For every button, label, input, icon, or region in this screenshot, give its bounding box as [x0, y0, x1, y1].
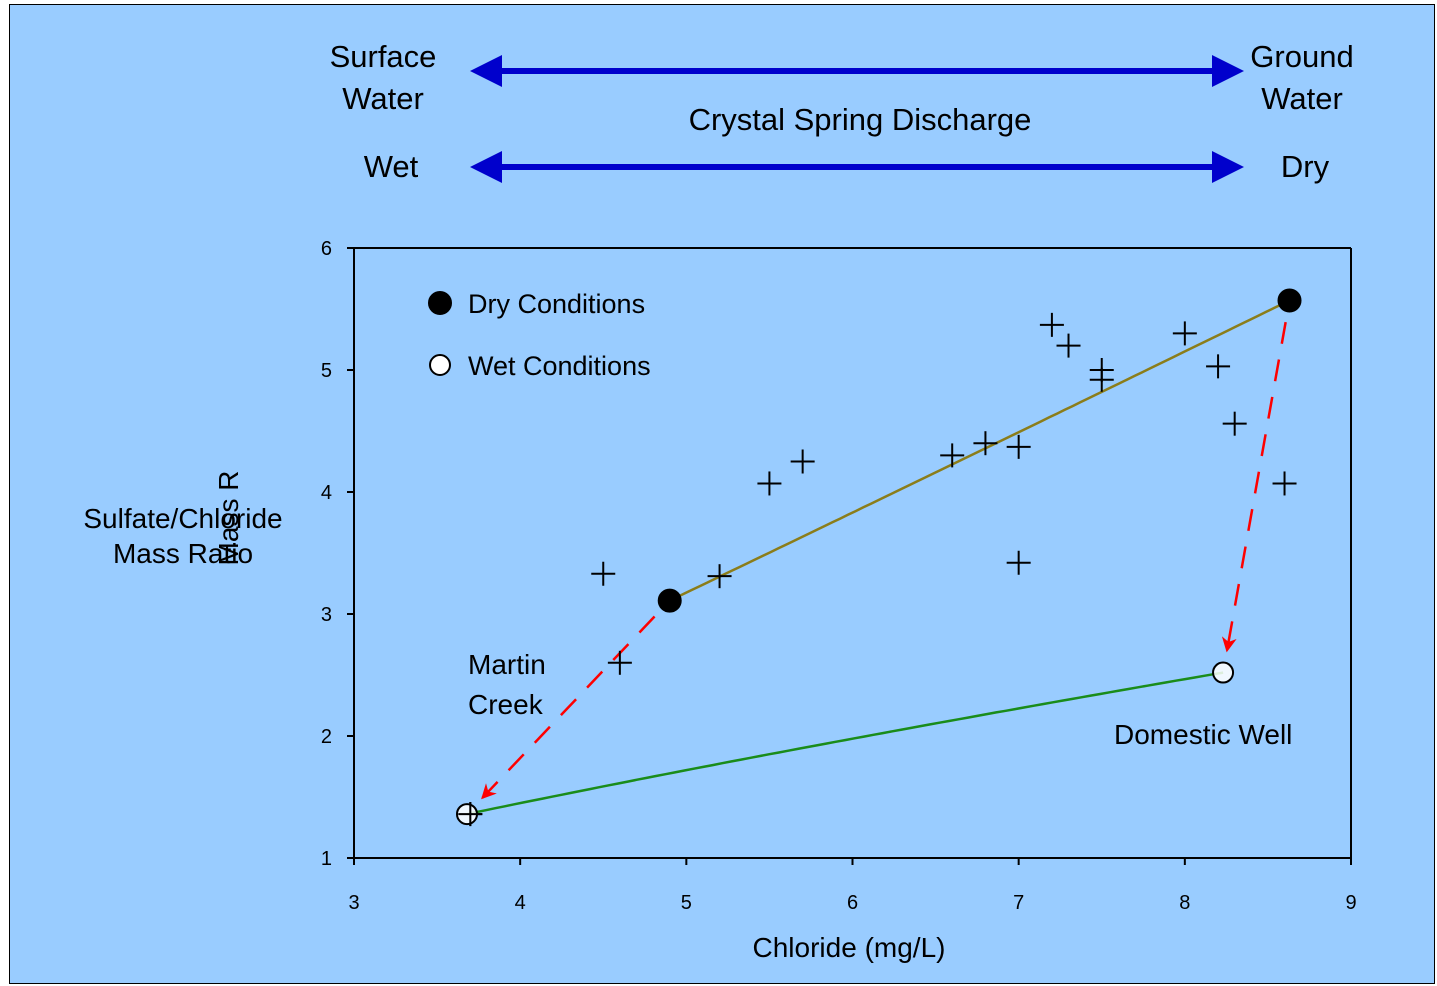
x-tick-label: 6: [847, 892, 858, 914]
domestic-well-dashed-arrow: [1221, 321, 1287, 653]
plus-marker: [591, 561, 616, 586]
surface-water-label-line2: Water: [342, 81, 424, 116]
plus-marker: [707, 564, 732, 589]
plus-marker: [1272, 471, 1297, 496]
y-tick-label: 3: [321, 604, 332, 626]
martin-creek-dashed-arrow: [481, 615, 656, 800]
x-tick-label: 3: [348, 892, 359, 914]
plus-marker: [790, 449, 815, 474]
y-axis-title-rotated-overlap: Mass R: [213, 471, 244, 566]
plus-marker: [1056, 333, 1081, 358]
wet-condition-point: [1212, 661, 1235, 684]
plus-marker: [607, 650, 632, 675]
plus-marker: [1039, 312, 1064, 337]
y-tick-label: 5: [321, 360, 332, 382]
plus-marker: [1222, 411, 1247, 436]
surface-water-label-line1: Surface: [330, 39, 437, 74]
x-tick-label: 8: [1179, 892, 1190, 914]
x-tick-label: 4: [515, 892, 526, 914]
chart-svg: Surface Water Ground Water Crystal Sprin…: [83, 39, 1357, 963]
plus-marker: [1006, 550, 1031, 575]
y-axis-title-line1: Sulfate/Chloride: [83, 503, 282, 534]
legend-dry-marker: [428, 291, 452, 315]
ground-water-label-line2: Water: [1261, 81, 1343, 116]
chart-frame: Surface Water Ground Water Crystal Sprin…: [9, 4, 1435, 984]
plus-marker: [973, 431, 998, 456]
legend: Dry Conditions Wet Conditions: [428, 289, 651, 381]
y-tick-label: 2: [321, 726, 332, 748]
plus-marker: [1206, 354, 1231, 379]
wet-curve: [466, 671, 1224, 816]
crystal-spring-label: Crystal Spring Discharge: [689, 102, 1032, 137]
plus-marker: [1089, 367, 1114, 392]
plus-marker: [757, 471, 782, 496]
legend-wet-label: Wet Conditions: [468, 351, 651, 381]
x-tick-label: 5: [681, 892, 692, 914]
plot-area: 3 4 5 6 7 8 9 1 2 3 4 5 6: [321, 238, 1357, 914]
x-tick-label: 9: [1345, 892, 1356, 914]
martin-creek-plus-overlay: [458, 802, 483, 827]
legend-dry-label: Dry Conditions: [468, 289, 645, 319]
y-axis-title-line2: Mass Ratio: [113, 538, 253, 569]
ground-water-label-line1: Ground: [1250, 39, 1353, 74]
dry-curve: [669, 299, 1291, 602]
dry-label: Dry: [1281, 149, 1330, 184]
plus-marker: [1006, 434, 1031, 459]
surface-ground-double-arrow: [470, 55, 1244, 87]
domestic-well-label: Domestic Well: [1114, 719, 1292, 750]
y-tick-label: 6: [321, 238, 332, 260]
y-tick-label: 4: [321, 482, 332, 504]
x-axis-title: Chloride (mg/L): [753, 932, 946, 963]
plus-marker: [940, 443, 965, 468]
wet-label: Wet: [364, 149, 419, 184]
x-tick-label: 7: [1013, 892, 1024, 914]
martin-creek-label-line2: Creek: [468, 689, 544, 720]
martin-creek-label-line1: Martin: [468, 649, 546, 680]
y-tick-label: 1: [321, 848, 332, 870]
legend-wet-marker: [429, 354, 451, 376]
plus-marker: [1172, 321, 1197, 346]
wet-dry-double-arrow: [470, 151, 1244, 183]
dry-condition-point: [657, 588, 682, 613]
dry-condition-point: [1277, 288, 1302, 313]
